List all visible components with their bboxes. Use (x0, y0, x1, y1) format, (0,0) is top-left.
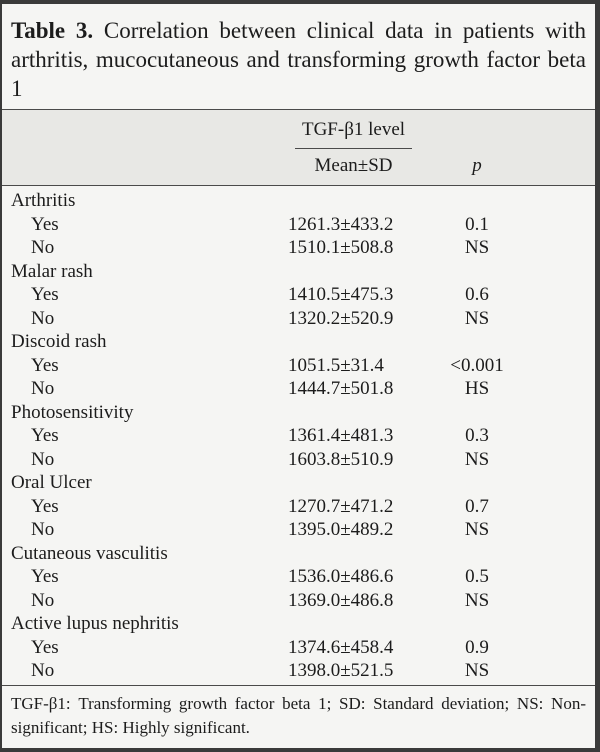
table-body: Arthritis Yes 1261.3±433.2 0.1 No 1510.1±50… (2, 186, 595, 686)
p-value: 0.7 (465, 495, 489, 517)
group-row: Active lupus nephritis (11, 612, 586, 636)
group-label: Discoid rash (11, 331, 107, 352)
group-row: Oral Ulcer (11, 471, 586, 495)
row-label: No (31, 660, 55, 681)
p-value: NS (464, 519, 490, 540)
group-label: Arthritis (11, 190, 76, 211)
p-value: 0.9 (465, 636, 489, 658)
group-label: Photosensitivity (11, 401, 134, 423)
row-label: No (31, 448, 55, 470)
mean-value: 1270.7±471.2 (288, 495, 394, 517)
row-label: Yes (31, 425, 59, 446)
group-label: Oral Ulcer (11, 472, 92, 493)
mean-value: 1395.0±489.2 (288, 519, 394, 540)
table-row: Yes 1361.4±481.3 0.3 (11, 424, 586, 448)
row-label: Yes (31, 636, 59, 658)
row-label: Yes (31, 495, 59, 517)
mean-value: 1369.0±486.8 (288, 589, 394, 611)
mean-value: 1410.5±475.3 (288, 284, 394, 305)
mean-column-header: Mean±SD (314, 155, 393, 176)
table-caption: Correlation between clinical data in pat… (11, 18, 587, 101)
p-value: HS (464, 378, 490, 399)
group-label: Active lupus nephritis (11, 613, 179, 634)
mean-value: 1603.8±510.9 (288, 448, 394, 470)
row-label: Yes (31, 354, 59, 376)
table-row: Yes 1410.5±475.3 0.6 (11, 283, 586, 307)
p-value: NS (464, 448, 490, 470)
mean-value: 1051.5±31.4 (288, 354, 384, 376)
mean-value: 1536.0±486.6 (288, 566, 394, 587)
mean-value: 1398.0±521.5 (288, 660, 394, 681)
header-columns-row: Mean±SD p (11, 149, 586, 183)
table-row: No 1320.2±520.9 NS (11, 307, 586, 331)
table-row: No 1395.0±489.2 NS (11, 518, 586, 542)
group-row: Malar rash (11, 260, 586, 284)
row-label: No (31, 307, 55, 329)
group-label: Cutaneous vasculitis (11, 542, 168, 564)
header-spanner-row: TGF-β1 level (11, 113, 586, 149)
row-label: Yes (31, 566, 59, 587)
table-number: Table 3. (11, 18, 94, 43)
header-table: TGF-β1 level Mean±SD p (11, 113, 586, 183)
group-row: Photosensitivity (11, 401, 586, 425)
table-row: No 1369.0±486.8 NS (11, 589, 586, 613)
p-value: 0.6 (465, 284, 489, 305)
mean-value: 1361.4±481.3 (288, 425, 394, 446)
table-row: Yes 1261.3±433.2 0.1 (11, 213, 586, 237)
p-value: 0.1 (465, 213, 489, 235)
p-value: NS (464, 589, 490, 611)
row-label: No (31, 378, 55, 399)
table-row: Yes 1051.5±31.4 <0.001 (11, 354, 586, 378)
mean-value: 1444.7±501.8 (288, 378, 394, 399)
mean-value: 1374.6±458.4 (288, 636, 394, 658)
p-value: NS (464, 307, 490, 329)
table-row: Yes 1270.7±471.2 0.7 (11, 495, 586, 519)
group-row: Arthritis (11, 189, 586, 213)
p-value: <0.001 (450, 354, 504, 376)
group-row: Cutaneous vasculitis (11, 542, 586, 566)
group-row: Discoid rash (11, 330, 586, 354)
row-label: Yes (31, 284, 59, 305)
table-row: Yes 1536.0±486.6 0.5 (11, 565, 586, 589)
mean-value: 1320.2±520.9 (288, 307, 394, 329)
table-row: No 1510.1±508.8 NS (11, 236, 586, 260)
mean-value: 1510.1±508.8 (288, 237, 394, 258)
row-label: No (31, 589, 55, 611)
table-title: Table 3. Correlation between clinical da… (2, 4, 595, 110)
group-label: Malar rash (11, 260, 93, 282)
data-table: Arthritis Yes 1261.3±433.2 0.1 No 1510.1±50… (11, 189, 586, 683)
table-footnote: TGF-β1: Transforming growth factor beta … (11, 694, 586, 737)
table-row: No 1603.8±510.9 NS (11, 448, 586, 472)
table-row: No 1398.0±521.5 NS (11, 659, 586, 683)
p-value: 0.3 (465, 425, 489, 446)
spanner-header: TGF-β1 level (294, 113, 413, 149)
row-label: No (31, 237, 55, 258)
row-label: No (31, 519, 55, 540)
p-value: 0.5 (465, 566, 489, 587)
p-value: NS (464, 660, 490, 681)
mean-value: 1261.3±433.2 (288, 213, 394, 235)
p-value: NS (464, 237, 490, 258)
row-label: Yes (31, 213, 59, 235)
table-row: Yes 1374.6±458.4 0.9 (11, 636, 586, 660)
table-row: No 1444.7±501.8 HS (11, 377, 586, 401)
p-column-header: p (472, 155, 482, 176)
column-header-band: TGF-β1 level Mean±SD p (2, 110, 595, 186)
